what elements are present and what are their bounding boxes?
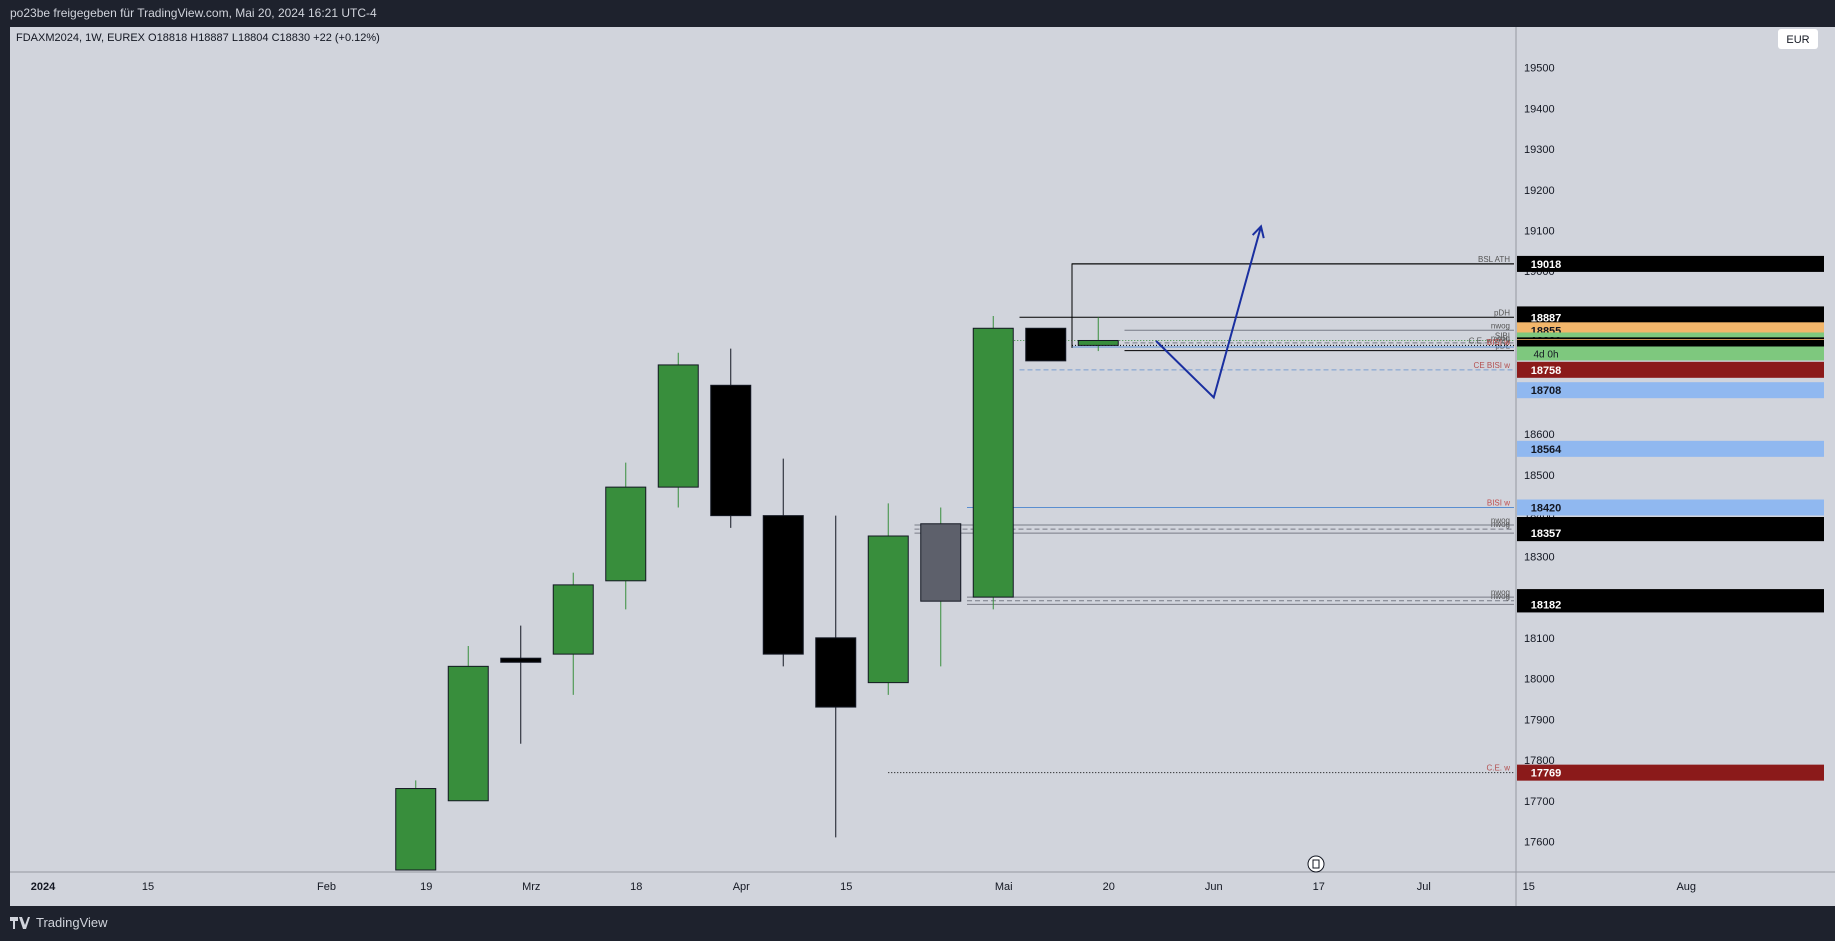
candle-body[interactable] (815, 637, 857, 708)
level-label: nwog (1491, 516, 1510, 525)
symbol-legend: FDAXM2024, 1W, EUREX O18818 H18887 L1880… (16, 32, 380, 44)
candle-body[interactable] (1025, 327, 1067, 362)
time-tick-label: Feb (317, 881, 336, 893)
goto-realtime-icon[interactable] (1307, 855, 1325, 873)
price-tick-label: 17700 (1524, 796, 1555, 808)
time-tick-label: Jun (1205, 881, 1223, 893)
candle-body[interactable] (1077, 339, 1119, 346)
time-tick-label: 20 (1103, 881, 1115, 893)
countdown-label: 4d 0h (1533, 349, 1558, 360)
price-badge-label: 18708 (1531, 385, 1562, 397)
time-axis: 2024 15 Feb 19 Mrz 18 Apr 15 Mai 20 Jun 17 Jul 15 Aug (10, 871, 1835, 893)
level-label: nwog (1491, 592, 1510, 601)
projection (1155, 224, 1265, 400)
countdown-badge (1517, 346, 1824, 361)
time-tick-label: 19 (420, 881, 432, 893)
footer-bar: TradingView (0, 906, 1835, 939)
time-tick-label: Apr (733, 881, 750, 893)
price-tick-label: 18600 (1524, 429, 1555, 441)
time-tick-label: 15 (840, 881, 852, 893)
candle-body[interactable] (447, 665, 489, 802)
price-badge (1517, 525, 1824, 542)
candle-body[interactable] (552, 584, 594, 655)
price-tick-label: 19500 (1524, 63, 1555, 75)
time-tick-label: 17 (1313, 881, 1325, 893)
projection-path[interactable] (1155, 226, 1262, 400)
candle-body[interactable] (867, 535, 909, 684)
candle-body[interactable] (395, 788, 437, 871)
price-badge (1517, 382, 1824, 399)
currency-label: EUR (1786, 34, 1809, 46)
currency-button[interactable]: EUR (1778, 29, 1818, 49)
price-tick-label: 17900 (1524, 714, 1555, 726)
level-label: nwog (1491, 321, 1510, 330)
level-label: C.E. w (1486, 764, 1510, 773)
price-badge (1517, 764, 1824, 781)
level-label: nwog (1491, 520, 1510, 529)
price-badge (1517, 440, 1824, 457)
level-label: BISI w (1487, 498, 1510, 507)
price-axis: 1760017700178001790018000181001820018300… (1515, 27, 1824, 906)
level-label: SIBI (1495, 331, 1510, 340)
brand-name: TradingView (36, 915, 108, 930)
price-badge-label: 19018 (1531, 259, 1562, 271)
price-badge-label: 17769 (1531, 768, 1562, 780)
level-label: CE BISI w (1474, 361, 1511, 370)
time-tick-label: Jul (1417, 881, 1431, 893)
range-box (1071, 263, 1514, 348)
level-label: pDH (1494, 308, 1510, 317)
candle-body[interactable] (605, 486, 647, 582)
time-tick-label: Mrz (522, 881, 540, 893)
level-label: BSL ATH (1478, 255, 1510, 264)
time-tick-label: Aug (1676, 881, 1696, 893)
price-badge (1517, 309, 1824, 326)
price-tick-label: 18000 (1524, 674, 1555, 686)
price-tick-label: 19300 (1524, 144, 1555, 156)
price-tick-label: 18500 (1524, 470, 1555, 482)
price-badge-label: 18420 (1531, 502, 1562, 514)
candles (395, 316, 1119, 871)
tradingview-logo-icon (10, 916, 30, 929)
chart-area[interactable]: BSL ATH pDH nwog SIBI nwog pDL C.E. w wick BISI… (10, 27, 1835, 906)
price-badge-label: 18182 (1531, 599, 1562, 611)
projection-arrowhead (1251, 224, 1265, 239)
candle-body[interactable] (762, 515, 804, 655)
price-tick-label: 18300 (1524, 551, 1555, 563)
tradingview-logo[interactable]: TradingView (0, 906, 108, 939)
candle-body[interactable] (500, 657, 542, 663)
price-tick-label: 19400 (1524, 103, 1555, 115)
candle-body[interactable] (657, 364, 699, 488)
level-label: nwog (1491, 334, 1510, 343)
price-badge-label: 18758 (1531, 365, 1562, 377)
candle-body[interactable] (920, 523, 962, 602)
time-tick-label: 18 (630, 881, 642, 893)
candle-body[interactable] (710, 384, 752, 517)
level-label: BISI w (1487, 338, 1510, 347)
range-box-outline (1071, 263, 1514, 348)
price-badge (1517, 596, 1824, 613)
price-badge (1517, 499, 1824, 516)
candle-body[interactable] (972, 327, 1014, 598)
share-text: po23be freigegeben für TradingView.com, … (10, 6, 377, 20)
time-tick-label: Mai (995, 881, 1013, 893)
price-tick-label: 18100 (1524, 633, 1555, 645)
share-header: po23be freigegeben für TradingView.com, … (0, 0, 1835, 27)
price-badge-label: 18357 (1531, 528, 1562, 540)
price-badge-label: 18887 (1531, 312, 1562, 324)
time-tick-label: 15 (142, 881, 154, 893)
time-tick-label: 2024 (31, 881, 56, 893)
price-tick-label: 17600 (1524, 836, 1555, 848)
level-label: pDL (1495, 342, 1510, 351)
price-badge (1517, 255, 1824, 272)
level-label: C.E. w wick (1469, 336, 1511, 345)
level-label: nwog (1491, 588, 1510, 597)
price-tick-label: 19200 (1524, 185, 1555, 197)
price-tick-label: 19100 (1524, 226, 1555, 238)
time-tick-label: 15 (1523, 881, 1535, 893)
price-badge (1517, 361, 1824, 378)
price-tick-label: 17800 (1524, 755, 1555, 767)
price-badge-label: 18564 (1531, 444, 1562, 456)
